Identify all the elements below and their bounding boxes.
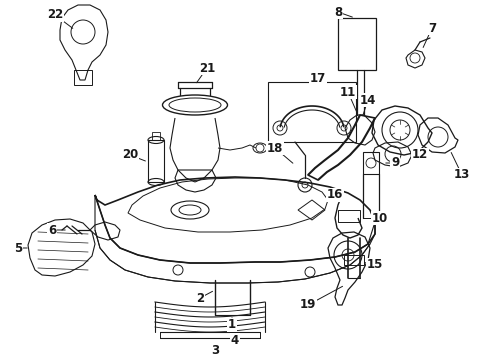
Text: 22: 22 [47,9,63,22]
Text: 9: 9 [391,157,399,170]
Text: 5: 5 [14,242,22,255]
Text: 1: 1 [228,319,236,332]
Text: 21: 21 [199,62,215,75]
Text: 6: 6 [48,224,56,237]
Bar [74,70,92,85]
Bar [152,132,160,140]
Text: 15: 15 [367,258,383,271]
Bar [363,152,379,174]
Text: 16: 16 [327,189,343,202]
Text: 14: 14 [360,94,376,107]
Text: 13: 13 [454,168,470,181]
Text: 19: 19 [300,298,316,311]
Text: 2: 2 [196,292,204,305]
Text: 10: 10 [372,211,388,225]
Text: 18: 18 [267,141,283,154]
Bar [344,255,364,265]
Text: 17: 17 [310,72,326,85]
Text: 8: 8 [334,5,342,18]
Bar [338,18,376,70]
Text: 3: 3 [211,343,219,356]
Text: 4: 4 [231,333,239,346]
Bar [148,140,164,182]
Text: 11: 11 [340,85,356,99]
Bar [268,82,356,142]
Bar [338,210,360,222]
Text: 7: 7 [428,22,436,35]
Text: 20: 20 [122,148,138,162]
Text: 12: 12 [412,148,428,162]
